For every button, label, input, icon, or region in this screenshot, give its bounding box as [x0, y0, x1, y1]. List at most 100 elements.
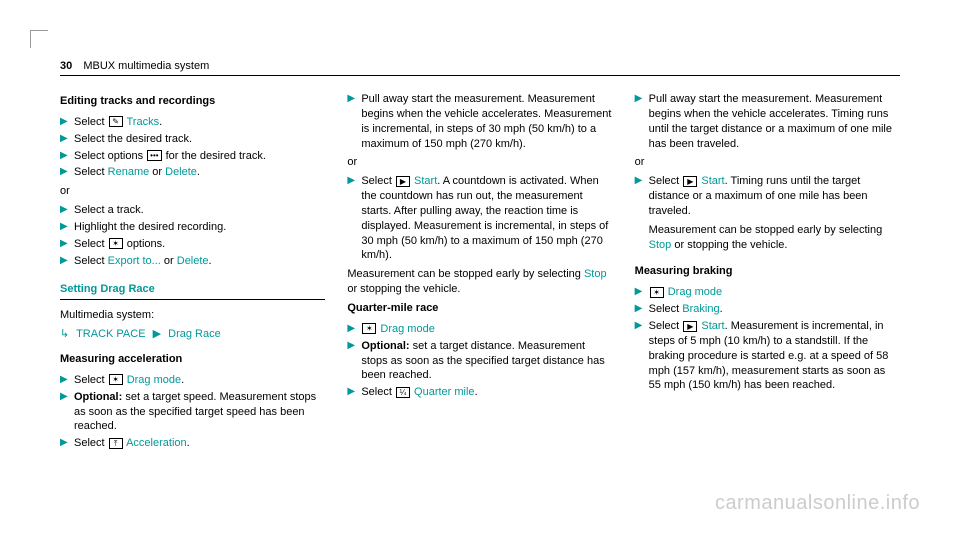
step-row: ▶ Select ✶ options. — [60, 237, 325, 252]
step-text: Optional: set a target distance. Measure… — [361, 339, 612, 384]
link-braking: Braking — [682, 303, 719, 315]
link-delete: Delete — [177, 255, 209, 267]
bullet-icon: ▶ — [60, 149, 74, 164]
link-drag-mode: Drag mode — [668, 286, 722, 298]
step-row: ▶ Select the desired track. — [60, 132, 325, 147]
step-row: ▶ Select ▶ Start. A countdown is activat… — [347, 174, 612, 263]
step-text: Pull away start the measurement. Measure… — [649, 92, 900, 151]
bullet-icon: ▶ — [60, 254, 74, 269]
bullet-icon: ▶ — [635, 302, 649, 317]
link-tracks: Tracks — [127, 116, 160, 128]
link-delete: Delete — [165, 166, 197, 178]
bullet-icon: ▶ — [60, 165, 74, 180]
step-row: ▶ Select Export to... or Delete. — [60, 254, 325, 269]
start-icon: ▶ — [396, 176, 410, 187]
bullet-icon: ▶ — [347, 174, 361, 263]
step-row: ▶ Select ¼ Quarter mile. — [347, 385, 612, 400]
bullet-icon: ▶ — [60, 390, 74, 435]
start-icon: ▶ — [683, 321, 697, 332]
quarter-mile-icon: ¼ — [396, 387, 410, 398]
step-row: ▶ Optional: set a target distance. Measu… — [347, 339, 612, 384]
drag-mode-icon: ✶ — [362, 323, 376, 334]
column-3: ▶ Pull away start the measurement. Measu… — [635, 90, 900, 453]
heading-editing: Editing tracks and recordings — [60, 94, 325, 109]
step-text: Select ✶ options. — [74, 237, 325, 252]
stop-note: Measurement can be stopped early by sele… — [347, 267, 612, 297]
options-icon: ••• — [147, 150, 161, 161]
step-text: Select a track. — [74, 203, 325, 218]
breadcrumb: ↳ TRACK PACE ▶ Drag Race — [60, 327, 325, 342]
link-quarter-mile: Quarter mile — [414, 386, 475, 398]
corner-decor — [30, 30, 48, 48]
link-start: Start — [414, 175, 437, 187]
bullet-icon: ▶ — [347, 322, 361, 337]
or-text: or — [60, 184, 325, 199]
step-row: ▶ Highlight the desired recording. — [60, 220, 325, 235]
step-row: ▶ Select Rename or Delete. — [60, 165, 325, 180]
step-text: Select options ••• for the desired track… — [74, 149, 325, 164]
link-drag-mode: Drag mode — [380, 323, 434, 335]
crumb-arrow-icon: ↳ — [60, 328, 69, 340]
bullet-icon: ▶ — [347, 339, 361, 384]
step-text: Select ▶ Start. Measurement is increment… — [649, 319, 900, 393]
step-row: ▶ Select ▶ Start. Measurement is increme… — [635, 319, 900, 393]
step-row: ▶ Select ✶ Drag mode. — [60, 373, 325, 388]
step-text: Select ⤒ Acceleration. — [74, 436, 325, 451]
bullet-icon: ▶ — [60, 373, 74, 388]
drag-mode-icon: ✶ — [650, 287, 664, 298]
bullet-icon: ▶ — [60, 132, 74, 147]
step-row: ▶ Select options ••• for the desired tra… — [60, 149, 325, 164]
page: 30 MBUX multimedia system Editing tracks… — [0, 0, 960, 533]
step-row: ▶ Pull away start the measurement. Measu… — [347, 92, 612, 151]
bullet-icon: ▶ — [60, 115, 74, 130]
step-text: Select ✶ Drag mode. — [74, 373, 325, 388]
step-row: ▶ ✶ Drag mode — [635, 285, 900, 300]
step-row: ▶ Pull away start the measurement. Measu… — [635, 92, 900, 151]
crumb-drag-race: Drag Race — [168, 328, 221, 340]
heading-measuring-accel: Measuring acceleration — [60, 352, 325, 367]
crumb-sep-icon: ▶ — [153, 328, 161, 340]
step-text: ✶ Drag mode — [649, 285, 900, 300]
acceleration-icon: ⤒ — [109, 438, 123, 449]
step-row: ▶ Select ✎ Tracks. — [60, 115, 325, 130]
page-number: 30 — [60, 60, 72, 72]
link-start: Start — [701, 175, 724, 187]
bullet-icon: ▶ — [60, 220, 74, 235]
bullet-icon: ▶ — [635, 92, 649, 151]
stop-note: Measurement can be stopped early by sele… — [649, 223, 900, 253]
heading-measuring-braking: Measuring braking — [635, 264, 900, 279]
link-stop: Stop — [649, 239, 672, 251]
tracks-icon: ✎ — [109, 116, 123, 127]
column-2: ▶ Pull away start the measurement. Measu… — [347, 90, 612, 453]
step-text: Select ▶ Start. Timing runs until the ta… — [649, 174, 900, 219]
column-1: Editing tracks and recordings ▶ Select ✎… — [60, 90, 325, 453]
bullet-icon: ▶ — [635, 174, 649, 219]
bullet-icon: ▶ — [60, 436, 74, 451]
bullet-icon: ▶ — [635, 319, 649, 393]
multimedia-label: Multimedia system: — [60, 308, 325, 323]
step-text: Highlight the desired recording. — [74, 220, 325, 235]
step-text: Select ¼ Quarter mile. — [361, 385, 612, 400]
watermark: carmanualsonline.info — [715, 492, 920, 515]
step-text: Pull away start the measurement. Measure… — [361, 92, 612, 151]
bullet-icon: ▶ — [347, 385, 361, 400]
page-header: 30 MBUX multimedia system — [60, 60, 900, 76]
columns: Editing tracks and recordings ▶ Select ✎… — [60, 90, 900, 453]
or-text: or — [635, 155, 900, 170]
step-text: Select Export to... or Delete. — [74, 254, 325, 269]
step-row: ▶ ✶ Drag mode — [347, 322, 612, 337]
heading-drag-race: Setting Drag Race — [60, 282, 325, 300]
bullet-icon: ▶ — [347, 92, 361, 151]
or-text: or — [347, 155, 612, 170]
section-title: MBUX multimedia system — [83, 60, 209, 72]
link-stop: Stop — [584, 268, 607, 280]
step-row: ▶ Select a track. — [60, 203, 325, 218]
bullet-icon: ▶ — [60, 237, 74, 252]
step-row: ▶ Select Braking. — [635, 302, 900, 317]
crumb-track-pace: TRACK PACE — [76, 328, 145, 340]
link-start: Start — [701, 320, 724, 332]
step-text: Optional: set a target speed. Measuremen… — [74, 390, 325, 435]
step-row: ▶ Select ▶ Start. Timing runs until the … — [635, 174, 900, 219]
start-icon: ▶ — [683, 176, 697, 187]
bullet-icon: ▶ — [635, 285, 649, 300]
